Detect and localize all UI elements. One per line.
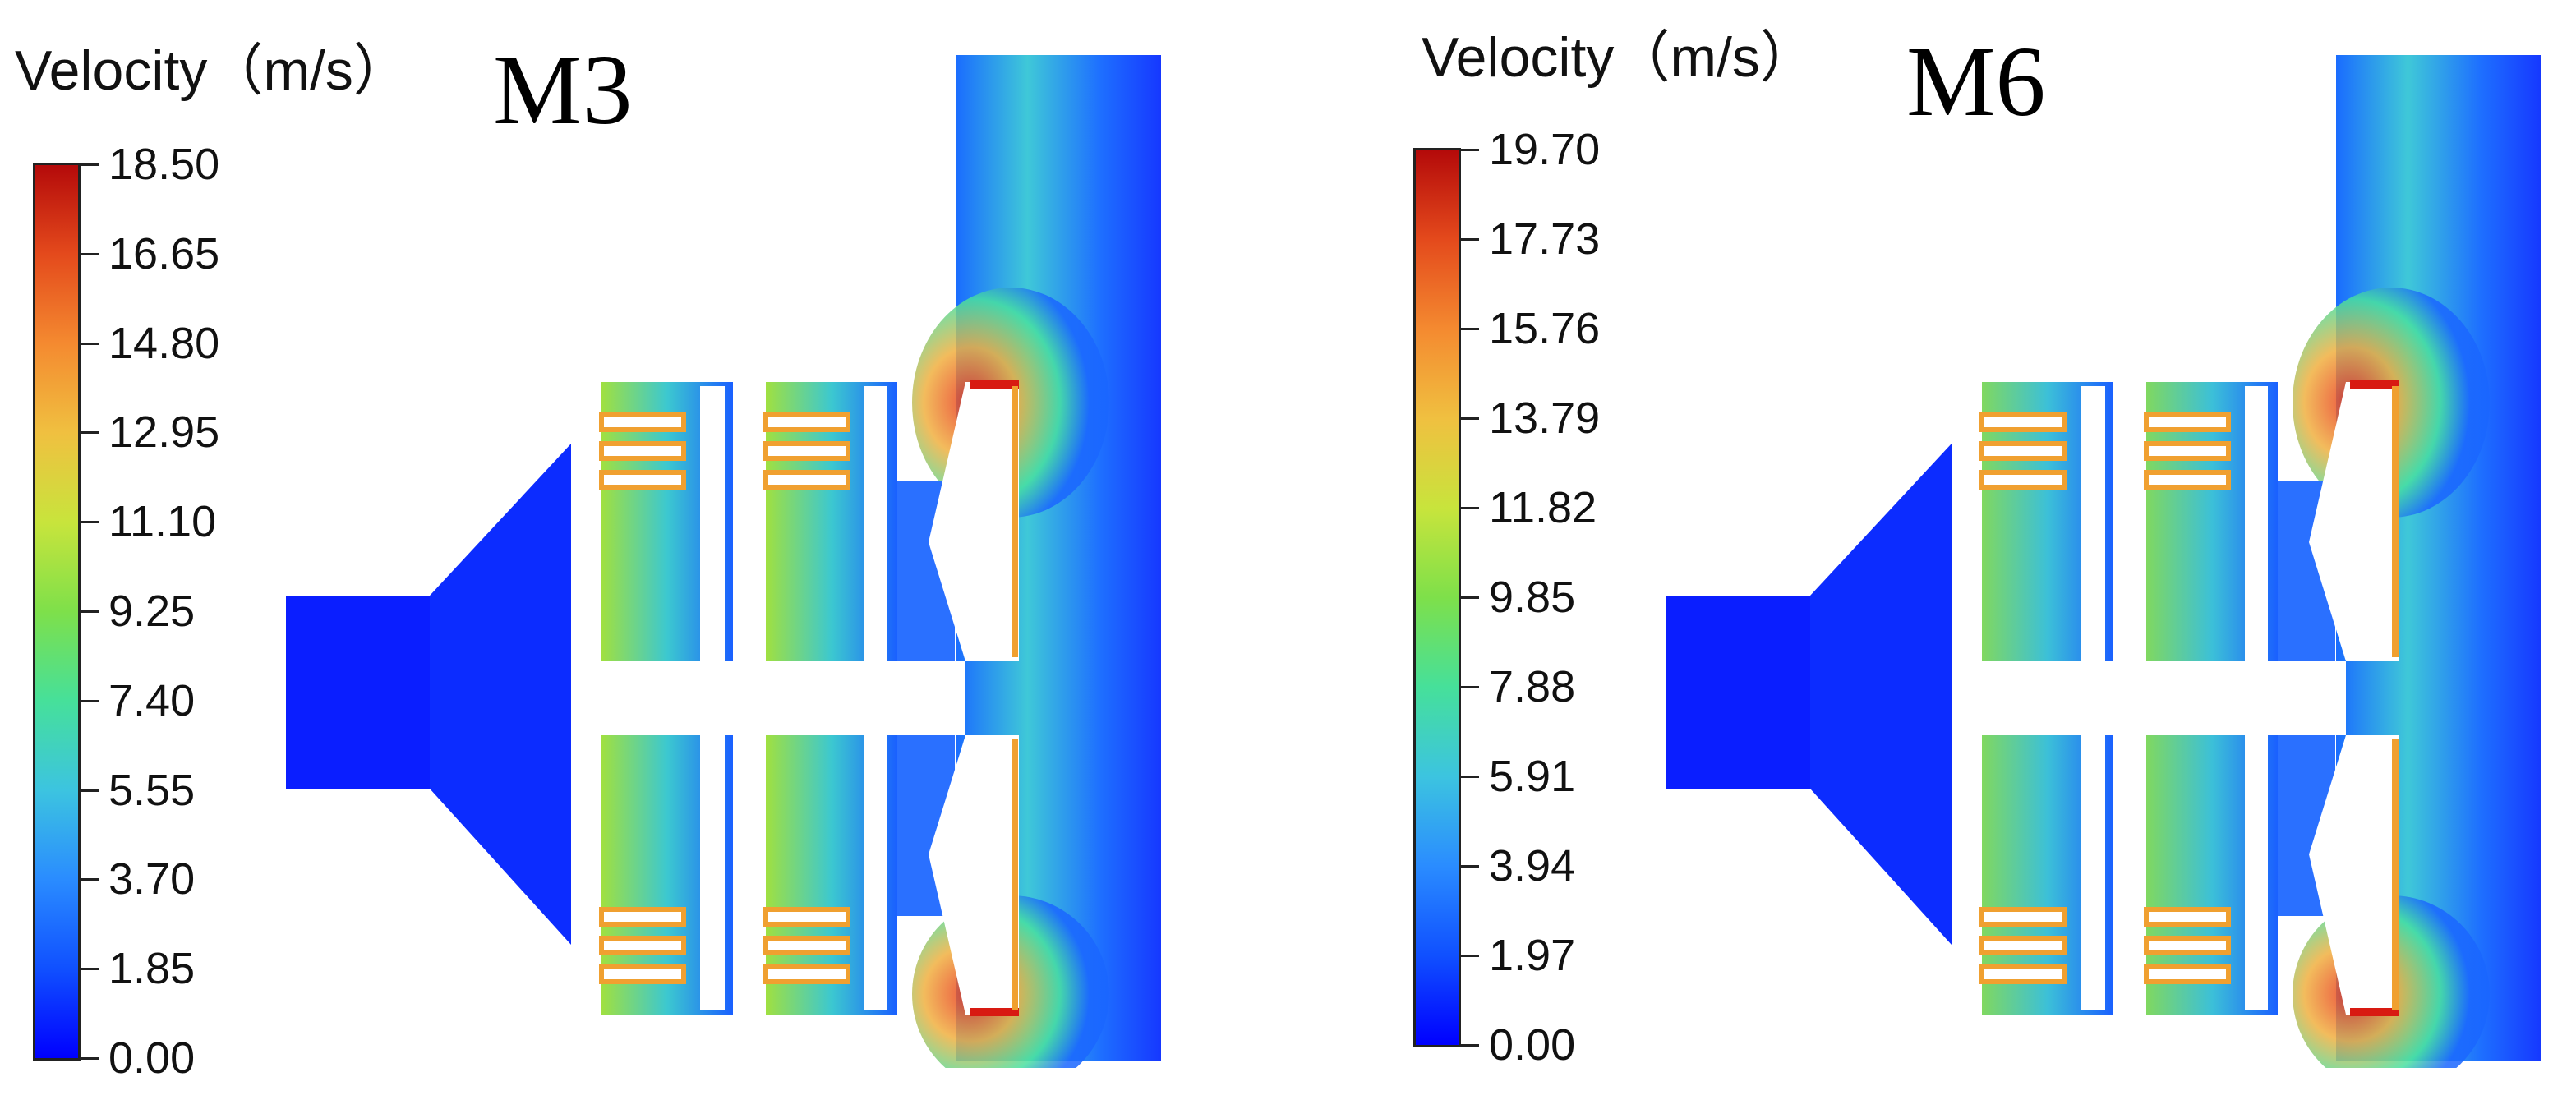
- colorbar-tick-label: 3.70: [108, 854, 196, 904]
- colorbar-title: Velocity（m/s）: [1422, 26, 1816, 89]
- impeller-upper: [2309, 382, 2399, 661]
- colorbar-tick-label: 1.97: [1489, 931, 1576, 980]
- shaft-cutout: [1952, 661, 2346, 735]
- colorbar-tick: [1461, 328, 1479, 330]
- colorbar-tick: [81, 699, 99, 702]
- colorbar-tick-label: 9.25: [108, 587, 196, 636]
- colorbar-tick-label: 16.65: [108, 228, 220, 278]
- inlet-pipe: [1666, 596, 1810, 789]
- colorbar-tick-label: 11.82: [1489, 483, 1597, 532]
- colorbar-tick: [1461, 149, 1479, 151]
- colorbar-tick: [1461, 776, 1479, 778]
- seal-teeth-upper: [599, 412, 850, 490]
- colorbar-tick-label: 13.79: [1489, 394, 1601, 443]
- panel-m6: Velocity（m/s） M6 19.70 17.73 15.76 13.79 11.…: [1380, 0, 2576, 1100]
- model-label: M3: [493, 35, 633, 145]
- impeller-lower: [929, 735, 1019, 1015]
- colorbar: [33, 163, 81, 1061]
- colorbar-tick-label: 5.55: [108, 765, 196, 815]
- colorbar-tick: [1461, 1044, 1479, 1047]
- shaft-cutout: [571, 661, 965, 735]
- colorbar-tick: [81, 610, 99, 613]
- colorbar-tick-label: 7.88: [1489, 662, 1576, 711]
- colorbar-tick: [1461, 507, 1479, 509]
- colorbar-tick-label: 1.85: [108, 944, 196, 994]
- colorbar-title: Velocity（m/s）: [15, 39, 409, 102]
- colorbar-tick-label: 17.73: [1489, 214, 1601, 264]
- colorbar-tick-label: 18.50: [108, 140, 220, 189]
- colorbar-tick: [81, 1057, 99, 1060]
- colorbar-tick: [81, 342, 99, 345]
- panel-m3: Velocity（m/s） M3 18.50 16.65 14.80 12.95 11.…: [0, 0, 1233, 1100]
- colorbar-tick-label: 0.00: [1489, 1020, 1576, 1070]
- colorbar-tick: [81, 431, 99, 435]
- colorbar-tick-label: 3.94: [1489, 841, 1576, 891]
- colorbar-tick: [1461, 417, 1479, 420]
- model-label: M6: [1906, 26, 2046, 137]
- colorbar-tick-label: 11.10: [108, 497, 217, 547]
- velocity-field-m3: [286, 55, 1161, 1068]
- velocity-field-m6: [1666, 55, 2541, 1068]
- colorbar-tick: [1461, 596, 1479, 599]
- colorbar-tick-label: 0.00: [108, 1033, 196, 1083]
- colorbar-tick-label: 15.76: [1489, 304, 1601, 353]
- colorbar-tick-label: 19.70: [1489, 125, 1601, 174]
- colorbar-tick: [1461, 686, 1479, 688]
- seal-teeth-lower: [1979, 907, 2231, 984]
- inlet-cone: [1810, 444, 1952, 945]
- impeller-upper: [929, 382, 1019, 661]
- seal-teeth-lower: [599, 907, 850, 984]
- colorbar-tick: [81, 789, 99, 792]
- colorbar: [1413, 148, 1461, 1047]
- colorbar-tick-label: 12.95: [108, 407, 220, 458]
- colorbar-tick: [81, 878, 99, 881]
- inlet-pipe: [286, 596, 430, 789]
- colorbar-tick-label: 7.40: [108, 675, 196, 725]
- colorbar-tick: [1461, 865, 1479, 868]
- colorbar-tick: [81, 252, 99, 255]
- colorbar-tick-label: 5.91: [1489, 752, 1576, 801]
- colorbar-tick: [1461, 238, 1479, 241]
- colorbar-tick-label: 14.80: [108, 318, 220, 368]
- colorbar-tick: [81, 521, 99, 524]
- inlet-cone: [430, 444, 571, 945]
- colorbar-tick-label: 9.85: [1489, 573, 1576, 622]
- colorbar-tick: [81, 163, 99, 166]
- colorbar-tick: [81, 968, 99, 971]
- impeller-lower: [2309, 735, 2399, 1015]
- colorbar-tick: [1461, 955, 1479, 957]
- seal-teeth-upper: [1979, 412, 2231, 490]
